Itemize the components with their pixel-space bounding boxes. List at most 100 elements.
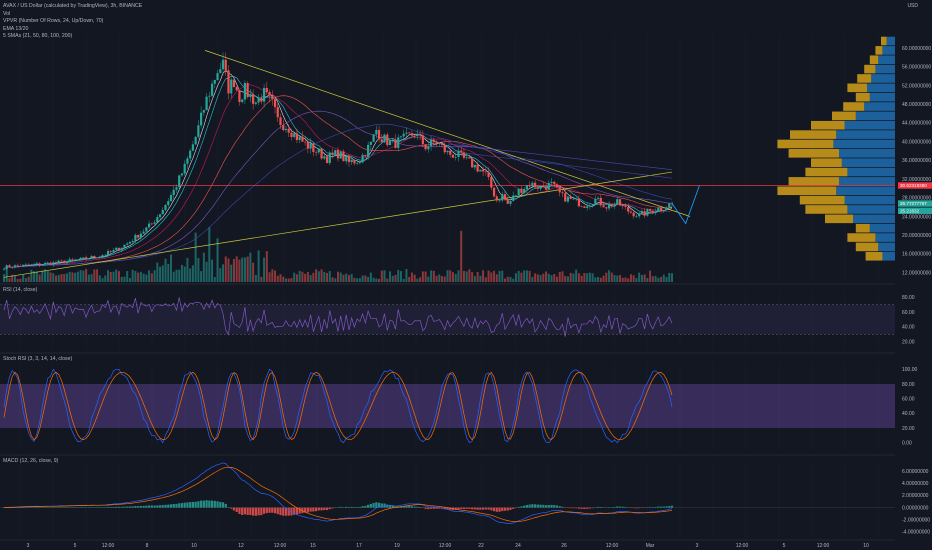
candle-body [542, 186, 545, 188]
vp-down-row [857, 74, 872, 83]
volume-bar [74, 272, 77, 282]
vp-up-row [871, 74, 895, 83]
volume-bar [358, 278, 361, 282]
candle-body [279, 117, 282, 126]
candle-body [514, 195, 518, 196]
indicator-vpvr[interactable]: VPVR (Number Of Rows, 24, Up/Down, 70) [3, 18, 104, 25]
volume-bar [528, 270, 531, 282]
volume-bar [438, 274, 441, 282]
symbol-title[interactable]: AVAX / US Dollar (calculated by TradingV… [3, 3, 143, 9]
volume-bar [107, 270, 110, 282]
volume-bar [339, 272, 342, 282]
macd-histogram-bar [484, 507, 487, 510]
candle-body [397, 137, 400, 148]
macd-histogram-bar [479, 507, 482, 510]
candle-body [468, 157, 471, 159]
volume-bar [71, 272, 74, 282]
macd-histogram-bar [200, 500, 203, 508]
macd-histogram-bar [175, 503, 178, 508]
candle-body [254, 102, 257, 104]
vp-down-row [805, 167, 848, 177]
macd-histogram-bar [358, 506, 362, 508]
candle-body [555, 184, 559, 188]
volume-bar [624, 277, 627, 282]
candle-body [52, 262, 55, 265]
volume-bar [550, 275, 553, 282]
volume-bar [613, 275, 616, 282]
volume-bar [41, 270, 44, 282]
volume-bar [413, 274, 416, 282]
volume-bar [260, 276, 263, 282]
candle-body [435, 142, 438, 144]
macd-histogram-bar [273, 507, 277, 514]
indicator-smas[interactable]: 5 SMAs (21, 50, 80, 100, 200) [3, 33, 73, 40]
candle-body [465, 157, 468, 158]
macd-tick-label: -4.00000000 [902, 530, 930, 536]
candle-body [194, 136, 197, 145]
vp-up-row [836, 186, 895, 196]
candle-body [484, 171, 487, 173]
candle-body [405, 132, 408, 134]
rsi-legend[interactable]: RSI (14, close) [3, 287, 38, 293]
volume-bar [19, 278, 22, 282]
macd-histogram-bar [462, 507, 466, 510]
volume-bar [101, 278, 104, 282]
volume-bar [211, 259, 214, 282]
macd-histogram-bar [161, 505, 164, 508]
volume-bar [523, 270, 526, 282]
candle-body [273, 98, 277, 108]
volume-bar [564, 276, 567, 282]
candle-body [553, 181, 556, 185]
macd-histogram-bar [213, 500, 216, 508]
macd-histogram-bar [312, 507, 315, 512]
indicator-vol[interactable]: Vol [3, 10, 11, 17]
volume-bar [402, 278, 405, 282]
candle-body [424, 144, 427, 150]
candle-body [71, 259, 74, 260]
macd-legend[interactable]: MACD (12, 26, close, 9) [3, 458, 59, 464]
candle-body [101, 255, 104, 257]
price-label-text: 26.77277767 [900, 201, 927, 206]
macd-histogram-bar [501, 507, 504, 512]
volume-bar [610, 272, 613, 282]
candle-body [202, 110, 205, 113]
macd-pane [0, 462, 895, 524]
macd-histogram-bar [586, 507, 589, 509]
macd-histogram-bar [284, 507, 288, 516]
indicator-ema[interactable]: EMA 13/20 [3, 25, 29, 32]
macd-histogram-bar [235, 507, 238, 512]
candle-body [528, 185, 531, 187]
macd-histogram-bar [408, 505, 411, 508]
macd-histogram-bar [320, 507, 323, 511]
candle-body [205, 96, 208, 111]
macd-histogram-bar [517, 506, 520, 508]
volume-bar [222, 264, 225, 282]
candle-body [648, 209, 652, 211]
macd-histogram-bar [588, 507, 591, 509]
volume-bar [178, 269, 181, 282]
macd-histogram-bar [492, 507, 496, 512]
candle-body [224, 59, 227, 71]
volume-bar [410, 272, 413, 282]
volume-bar [372, 277, 375, 282]
volume-bar [419, 277, 422, 282]
time-tick-label: 3 [27, 543, 30, 549]
macd-histogram-bar [197, 501, 200, 508]
macd-histogram-bar [624, 506, 627, 508]
vp-up-row [882, 251, 895, 261]
candle-body [90, 255, 93, 259]
candle-body [183, 163, 186, 174]
volume-bar [345, 273, 348, 282]
volume-bar [391, 275, 394, 282]
stoch-legend[interactable]: Stoch RSI (3, 3, 14, 14, close) [3, 356, 73, 362]
volume-bar [282, 276, 285, 282]
candle-body [282, 125, 285, 131]
candle-body [402, 133, 405, 137]
grid [0, 34, 895, 541]
candle-body [419, 133, 422, 136]
macd-histogram-bar [553, 505, 556, 508]
candle-body [298, 136, 301, 141]
candle-body [498, 200, 501, 201]
volume-bar [265, 251, 268, 282]
volume-bar [375, 278, 378, 282]
